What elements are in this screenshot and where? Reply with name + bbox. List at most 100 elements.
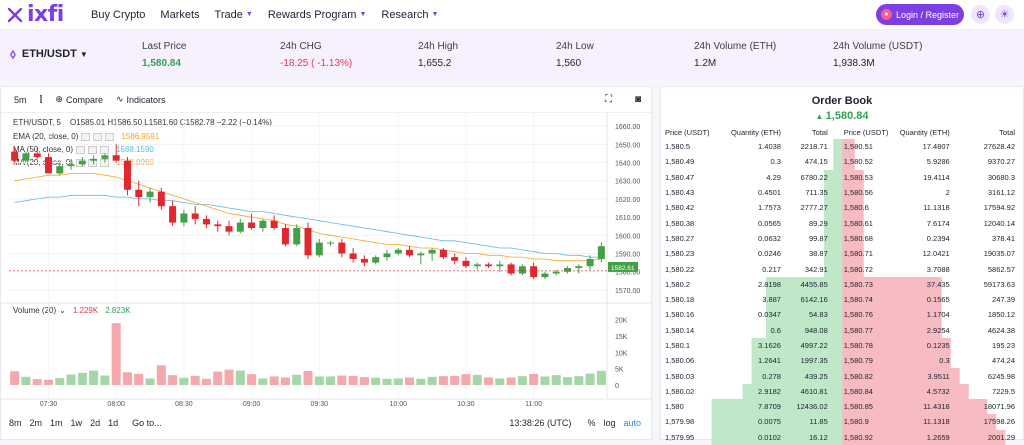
price-tick-label: 1570.00: [615, 288, 640, 295]
ob-row[interactable]: 1,580.23 0.0246 38.87 1,580.71 12.0421 19035.…: [661, 246, 1023, 262]
ob-row[interactable]: 1,580.18 3.887 6142.16 1,580.74 0.1565 247.39: [661, 291, 1023, 308]
globe-icon[interactable]: ⊕: [971, 5, 990, 24]
volume-bar: [10, 371, 20, 385]
close-icon[interactable]: [105, 132, 115, 141]
ob-row[interactable]: 1,580 7.8709 12436.02 1,580.85 11.4318 18071.…: [661, 399, 1023, 415]
caret-down-icon: ▼: [431, 11, 439, 18]
ask-total: 3161.12: [987, 188, 1015, 198]
range-button-2[interactable]: 1m: [50, 418, 63, 428]
pair-label: ETH/USDT: [21, 48, 77, 60]
caret-down-icon: ▼: [359, 11, 367, 18]
bid-quantity: 0.0075: [758, 417, 781, 427]
nav-link-1[interactable]: Markets: [160, 9, 199, 21]
ob-row[interactable]: 1,580.49 0.3 474.15 1,580.52 5.9286 9370.27: [661, 154, 1023, 170]
ob-row[interactable]: 1,580.47 4.29 6780.22 1,580.53 19.4114 30680.…: [661, 169, 1023, 185]
bid-quantity: 0.0565: [758, 218, 781, 228]
candle-body: [44, 157, 52, 174]
legend-ema-label: EMA (20, close, 0): [13, 132, 79, 141]
ob-row[interactable]: 1,580.03 0.278 439.25 1,580.82 3.9511 6245.98: [661, 368, 1023, 384]
eye-icon[interactable]: [81, 132, 91, 141]
login-register-button[interactable]: ● Login / Register: [876, 4, 964, 25]
gear-icon[interactable]: [88, 145, 98, 154]
ob-row[interactable]: 1,580.5 1.4038 2218.71 1,580.51 17.4807 27628…: [661, 139, 1023, 155]
price-chart[interactable]: 1660.00 1650.00 1640.00 1630.00 1620.00 1610.…: [1, 113, 651, 409]
volume-bar: [145, 378, 155, 385]
volume-bar: [235, 370, 245, 385]
indicators-button[interactable]: ∿ Indicators: [116, 94, 166, 105]
candle-body: [293, 228, 301, 245]
volume-bar: [484, 377, 494, 385]
ob-row[interactable]: 1,579.95 0.0102 16.12 1,580.92 1.2659 2001.29: [661, 429, 1023, 445]
volume-bar: [337, 375, 347, 385]
ticker-stat-label: Last Price: [142, 41, 187, 52]
goto-button[interactable]: Go to...: [132, 418, 162, 428]
bid-quantity: 3.1626: [758, 341, 781, 350]
ob-row[interactable]: 1,580.27 0.0632 99.87 1,580.68 0.2394 378.41: [661, 230, 1023, 247]
brand-logo[interactable]: ixfi: [6, 2, 84, 27]
bid-quantity: 0.0632: [758, 233, 781, 243]
nav-link-0[interactable]: Buy Crypto: [91, 9, 145, 21]
chevron-down-icon[interactable]: ⌄: [59, 306, 66, 315]
ask-quantity: 37.435: [926, 279, 950, 289]
theme-toggle-icon[interactable]: ☀: [995, 5, 1014, 24]
percent-toggle[interactable]: %: [587, 418, 596, 428]
volume-bar: [280, 377, 290, 385]
volume-bar: [224, 369, 234, 385]
ticker-stat-label: 24h High: [418, 41, 459, 52]
range-button-3[interactable]: 1w: [70, 418, 83, 428]
eye-icon[interactable]: [76, 145, 86, 154]
nav-link-4[interactable]: Research ▼: [381, 9, 438, 21]
volume-bar: [111, 323, 121, 385]
ask-quantity: 7.6174: [926, 218, 950, 228]
gear-icon[interactable]: [93, 132, 103, 141]
nav-link-3[interactable]: Rewards Program ▼: [268, 9, 367, 21]
ask-price: 1,580.9: [843, 417, 869, 427]
bid-total: 54.83: [808, 310, 828, 320]
legend-ma50-label: MA (50, close, 0): [13, 145, 74, 154]
ob-row[interactable]: 1,580.38 0.0565 89.29 1,580.61 7.6174 12040.1…: [661, 215, 1023, 231]
range-button-0[interactable]: 8m: [9, 418, 22, 428]
log-toggle[interactable]: log: [603, 418, 616, 428]
ob-row[interactable]: 1,580.2 2.8198 4455.85 1,580.73 37.435 59173.…: [661, 276, 1023, 292]
time-tick-label: 10:30: [457, 401, 475, 408]
order-book-last-price: ▲ 1,580.84: [661, 110, 1023, 122]
candle-body: [78, 160, 86, 165]
range-button-5[interactable]: 1d: [108, 418, 119, 428]
bid-price: 1,580.2: [665, 279, 691, 289]
candle-body: [552, 271, 560, 274]
candle-body: [236, 222, 244, 232]
legend-ma50: MA (50, close, 0) 1588.1590: [13, 145, 154, 154]
ask-quantity: 5.9286: [926, 157, 950, 167]
candle-type-icon[interactable]: ⫿: [39, 94, 43, 104]
ob-row[interactable]: 1,580.06 1.2641 1997.35 1,580.79 0.3 474.24: [661, 353, 1023, 369]
ticker-stat-value: 1.2M: [694, 58, 717, 69]
ask-price: 1,580.51: [843, 142, 873, 152]
range-button-1[interactable]: 2m: [29, 418, 43, 428]
ob-row[interactable]: 1,580.02 2.9182 4610.81 1,580.84 4.5732 7229.…: [661, 383, 1023, 400]
interval-selector[interactable]: 5m: [14, 94, 27, 105]
fullscreen-icon[interactable]: ⛶: [604, 94, 612, 105]
nav-link-label: Research: [381, 8, 429, 21]
camera-icon[interactable]: ◙: [634, 94, 641, 105]
legend-volume: Volume (20) ⌄ 1.229K 2.823K: [13, 306, 131, 315]
nav-link-2[interactable]: Trade ▼: [215, 9, 253, 21]
ticker-stat-value: 1,580.84: [142, 58, 181, 69]
ob-row[interactable]: 1,580.1 3.1626 4997.22 1,580.78 0.1235 195.23: [661, 337, 1023, 354]
range-button-4[interactable]: 2d: [90, 418, 101, 428]
ob-row[interactable]: 1,580.14 0.6 948.08 1,580.77 2.9254 4624.38: [661, 322, 1023, 338]
volume-bar: [574, 376, 584, 385]
bid-total: 12436.02: [796, 402, 828, 412]
volume-bar: [371, 377, 381, 385]
pair-selector[interactable]: ⬨ ETH/USDT ▼: [10, 46, 140, 62]
ob-row[interactable]: 1,580.42 1.7573 2777.27 1,580.6 11.1318 17594…: [661, 200, 1023, 216]
ob-row[interactable]: 1,580.22 0.217 342.91 1,580.72 3.7088 5862.57: [661, 261, 1023, 277]
ob-row[interactable]: 1,580.43 0.4501 711.35 1,580.56 2 3161.12: [661, 184, 1023, 201]
compare-button[interactable]: ⊕ Compare: [55, 94, 103, 105]
auto-toggle[interactable]: auto: [623, 418, 641, 428]
volume-bar: [55, 378, 65, 385]
ob-row[interactable]: 1,579.98 0.0075 11.85 1,580.9 11.1318 17598.2…: [661, 414, 1023, 430]
bid-price: 1,580.02: [665, 386, 695, 396]
ob-row[interactable]: 1,580.16 0.0347 54.83 1,580.76 1.1704 1850.12: [661, 307, 1023, 323]
close-icon[interactable]: [100, 145, 110, 154]
candle-body: [383, 253, 391, 258]
